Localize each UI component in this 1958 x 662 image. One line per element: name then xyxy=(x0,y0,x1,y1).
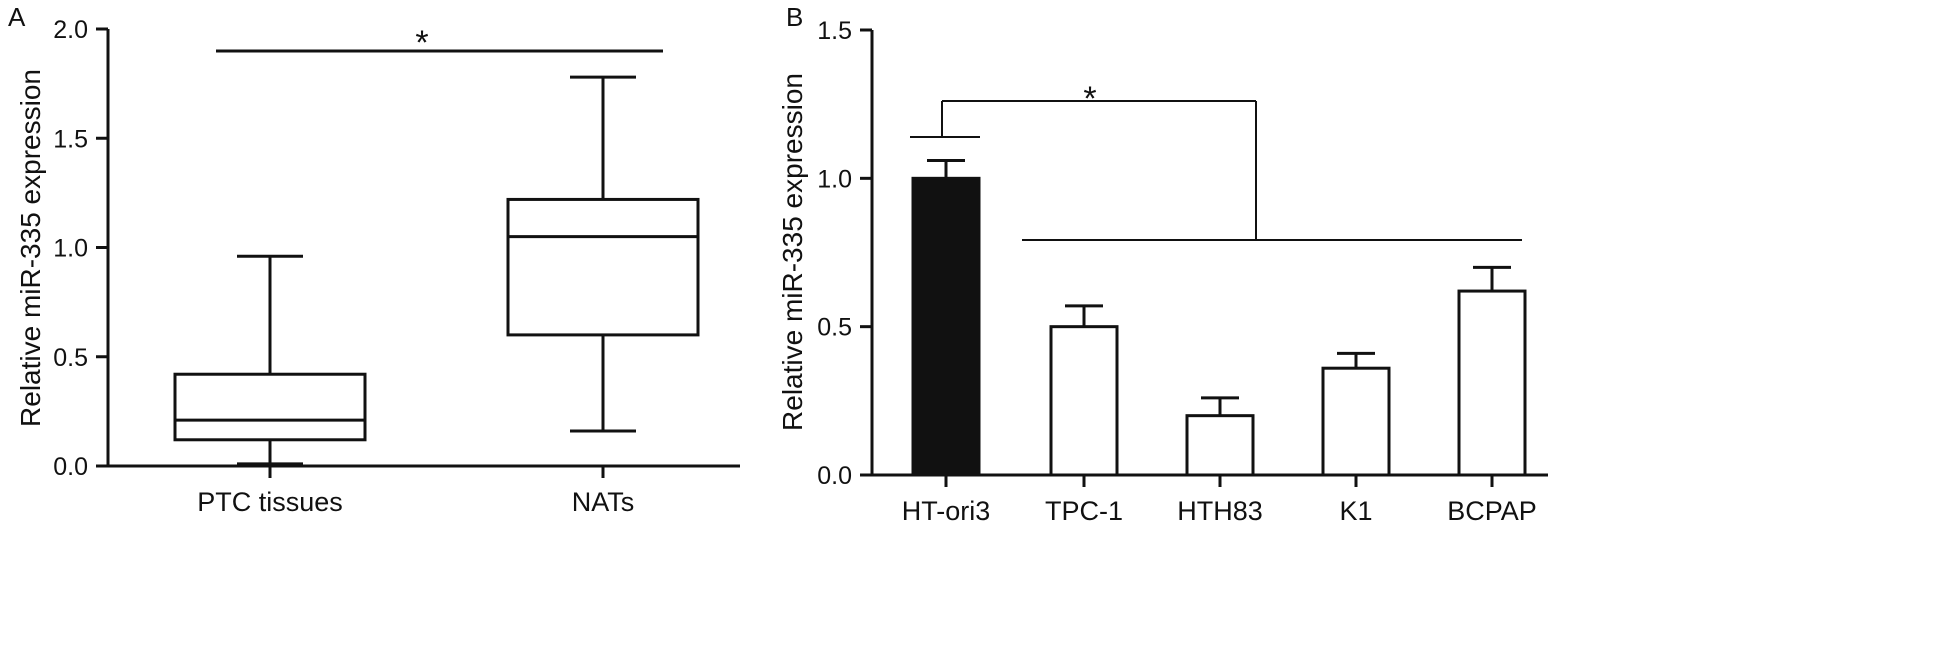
panel-a-box xyxy=(173,372,367,442)
panel-a-y-axis-title: Relative miR-335 expression xyxy=(15,69,46,427)
panel-a-category-label: PTC tissues xyxy=(197,487,343,517)
panel-a-boxplot: 0.0 0.5 1.0 1.5 2.0 PTC tissues NATs xyxy=(53,16,740,517)
panel-b-bar xyxy=(1457,289,1527,477)
panel-b-y-tick-label: 1.0 xyxy=(817,165,852,193)
panel-a-y-tick-label: 1.0 xyxy=(53,235,88,263)
panel-a-significance-star: * xyxy=(415,24,428,62)
panel-b-category-label: K1 xyxy=(1339,496,1372,526)
panel-b-y-tick-label: 0.5 xyxy=(817,314,852,342)
panel-a-category-label: NATs xyxy=(572,487,635,517)
panel-b-category-label: BCPAP xyxy=(1447,496,1537,526)
panel-b-bar xyxy=(1049,325,1119,477)
panel-b-significance-star: * xyxy=(1083,80,1096,118)
panel-a-y-tick-label: 2.0 xyxy=(53,16,88,44)
panel-b-bar xyxy=(911,176,981,477)
panel-b-category-label: HT-ori3 xyxy=(902,496,991,526)
panel-b-y-tick-label: 0.0 xyxy=(817,462,852,490)
panel-b-bar xyxy=(1185,414,1255,477)
panel-b-category-label: HTH83 xyxy=(1177,496,1263,526)
panel-b-y-axis-title: Relative miR-335 expression xyxy=(777,73,808,431)
panel-a-box xyxy=(506,197,700,337)
panel-b-category-label: TPC-1 xyxy=(1045,496,1123,526)
panel-a-y-tick-label: 1.5 xyxy=(53,125,88,153)
panel-b-bar xyxy=(1321,366,1391,477)
panel-a-y-tick-label: 0.0 xyxy=(53,453,88,481)
panel-a-y-tick-label: 0.5 xyxy=(53,344,88,372)
panel-a-letter: A xyxy=(8,2,26,32)
panel-b-letter: B xyxy=(786,2,803,32)
panel-b-barchart: 0.0 0.5 1.0 1.5 HT-ori3 TPC-1 HTH83 K1 BCPAP xyxy=(817,17,1548,526)
panel-b-y-tick-label: 1.5 xyxy=(817,17,852,45)
